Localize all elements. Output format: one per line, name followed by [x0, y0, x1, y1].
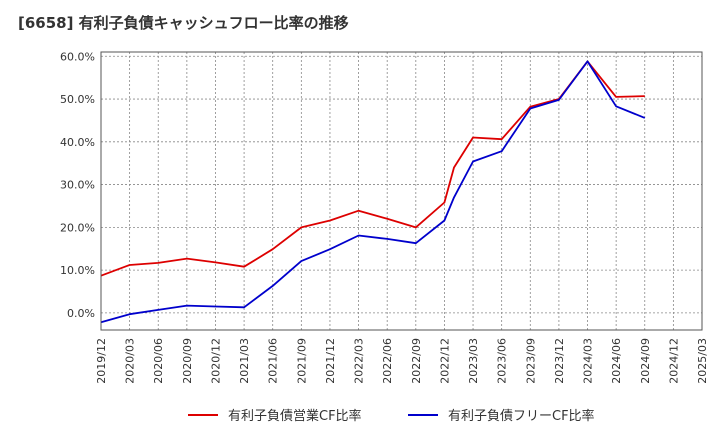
x-tick-label: 2023/12: [553, 338, 566, 384]
x-tick-label: 2019/12: [95, 338, 108, 384]
x-tick-label: 2025/03: [696, 338, 709, 384]
series-line-1: [100, 60, 645, 277]
plot-area: [101, 52, 702, 330]
y-tick-label: 30.0%: [60, 179, 95, 192]
x-tick-label: 2024/09: [639, 338, 652, 384]
x-tick-label: 2022/03: [353, 338, 366, 384]
series-line-2: [100, 60, 646, 324]
x-tick-label: 2022/09: [410, 338, 423, 384]
x-tick-label: 2022/06: [381, 338, 394, 384]
legend-label-1: 有利子負債営業CF比率: [228, 408, 362, 424]
y-tick-label: 50.0%: [60, 93, 95, 106]
x-tick-label: 2020/06: [152, 338, 165, 384]
y-tick-label: 60.0%: [60, 50, 95, 63]
x-tick-label: 2020/09: [181, 338, 194, 384]
x-tick-label: 2024/06: [610, 338, 623, 384]
x-tick-label: 2020/12: [209, 338, 222, 384]
legend-label-2: 有利子負債フリーCF比率: [448, 408, 595, 424]
x-tick-label: 2021/12: [324, 338, 337, 384]
chart-title: [6658] 有利子負債キャッシュフロー比率の推移: [18, 14, 349, 32]
x-tick-label: 2023/06: [496, 338, 509, 384]
x-tick-label: 2023/03: [467, 338, 480, 384]
y-tick-label: 40.0%: [60, 136, 95, 149]
y-tick-label: 0.0%: [67, 307, 95, 320]
x-tick-label: 2020/03: [124, 338, 137, 384]
x-tick-label: 2024/03: [582, 338, 595, 384]
y-tick-label: 20.0%: [60, 221, 95, 234]
x-tick-label: 2021/03: [238, 338, 251, 384]
x-tick-label: 2021/09: [295, 338, 308, 384]
x-tick-label: 2022/12: [438, 338, 451, 384]
x-tick-label: 2023/09: [524, 338, 537, 384]
y-tick-label: 10.0%: [60, 264, 95, 277]
x-tick-label: 2024/12: [667, 338, 680, 384]
plot-frame: [100, 51, 703, 331]
x-tick-label: 2021/06: [267, 338, 280, 384]
